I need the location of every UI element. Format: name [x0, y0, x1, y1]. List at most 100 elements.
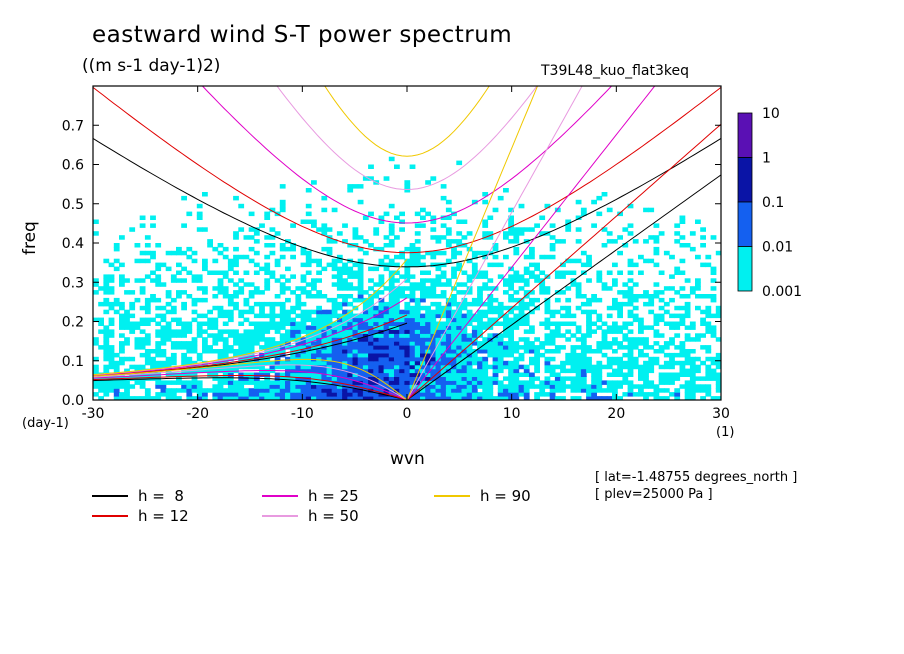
spectrum-cell	[331, 356, 338, 362]
spectrum-cell	[544, 337, 551, 342]
spectrum-cell	[627, 286, 634, 291]
spectrum-cell	[342, 396, 348, 400]
dispersion-curve-h25-ig	[201, 86, 613, 224]
spectrum-cell	[124, 392, 130, 397]
spectrum-cell	[456, 160, 463, 166]
spectrum-cell	[461, 305, 468, 311]
spectrum-cell	[399, 211, 405, 217]
spectrum-cell	[264, 329, 271, 334]
spectrum-cell	[243, 341, 250, 346]
spectrum-cell	[404, 278, 411, 283]
spectrum-cell	[253, 388, 260, 393]
spectrum-cell	[508, 345, 514, 350]
spectrum-cell	[300, 309, 307, 315]
spectrum-cell	[487, 396, 494, 400]
spectrum-cell	[331, 345, 338, 350]
spectrum-cell	[362, 364, 369, 370]
spectrum-cell	[202, 321, 208, 326]
spectrum-cell	[155, 305, 162, 311]
spectrum-cell	[420, 372, 426, 377]
spectrum-cell	[471, 341, 478, 346]
spectrum-cell	[508, 396, 514, 400]
spectrum-cell	[503, 321, 509, 326]
spectrum-cell	[456, 349, 463, 354]
spectrum-cell	[414, 301, 421, 307]
spectrum-cell	[269, 341, 276, 346]
spectrum-cell	[461, 297, 468, 303]
spectrum-cell	[119, 384, 125, 389]
spectrum-cell	[373, 364, 380, 370]
spectrum-cell	[508, 384, 514, 389]
spectrum-cell	[430, 325, 437, 330]
spectrum-cell	[383, 254, 390, 260]
spectrum-cell	[279, 321, 286, 326]
spectrum-cell	[259, 290, 265, 295]
spectrum-cell	[601, 286, 608, 291]
spectrum-cell	[253, 321, 260, 326]
spectrum-cell	[279, 392, 286, 397]
spectrum-cell	[368, 349, 374, 354]
spectrum-cell	[471, 368, 478, 374]
spectrum-cell	[560, 380, 566, 385]
spectrum-cell	[342, 329, 348, 334]
spectrum-cell	[404, 266, 411, 272]
spectrum-cell	[638, 341, 644, 346]
spectrum-cell	[596, 325, 603, 330]
spectrum-cell	[632, 294, 639, 299]
spectrum-cell	[445, 305, 452, 311]
spectrum-cell	[487, 301, 494, 307]
spectrum-cell	[316, 317, 322, 323]
spectrum-cell	[503, 313, 509, 319]
spectrum-cell	[482, 380, 489, 385]
spectrum-cell	[658, 231, 665, 236]
spectrum-cell	[445, 388, 452, 393]
spectrum-cell	[383, 384, 390, 389]
spectrum-cell	[352, 388, 359, 393]
spectrum-cell	[430, 388, 437, 393]
spectrum-cell	[580, 294, 587, 299]
spectrum-cell	[523, 317, 530, 323]
spectrum-cell	[445, 243, 452, 248]
spectrum-cell	[305, 329, 312, 334]
spectrum-cell	[108, 356, 115, 362]
spectrum-cell	[544, 360, 551, 366]
spectrum-cell	[534, 392, 540, 397]
spectrum-cell	[336, 356, 343, 362]
spectrum-cell	[570, 384, 577, 389]
spectrum-cell	[700, 227, 706, 232]
spectrum-cell	[383, 345, 390, 350]
spectrum-cell	[362, 250, 369, 256]
spectrum-cell	[445, 329, 452, 334]
spectrum-cell	[326, 392, 333, 397]
spectrum-cell	[414, 333, 421, 338]
spectrum-cell	[420, 282, 426, 287]
spectrum-cell	[445, 199, 452, 205]
spectrum-cell	[669, 321, 675, 326]
spectrum-cell	[394, 333, 400, 338]
spectrum-cell	[207, 243, 213, 248]
spectrum-cell	[331, 274, 338, 279]
spectrum-cell	[580, 349, 587, 354]
spectrum-cell	[591, 309, 597, 315]
spectrum-cell	[705, 372, 712, 377]
spectrum-cell	[248, 309, 255, 315]
spectrum-cell	[466, 364, 473, 370]
spectrum-cell	[627, 360, 634, 366]
spectrum-cell	[425, 305, 431, 311]
spectrum-cell	[186, 270, 193, 275]
spectrum-cell	[513, 246, 520, 252]
spectrum-cell	[695, 376, 701, 381]
spectrum-cell	[259, 223, 265, 228]
spectrum-cell	[606, 341, 613, 346]
spectrum-cell	[176, 278, 182, 283]
spectrum-cell	[196, 380, 203, 385]
spectrum-cell	[217, 270, 224, 275]
spectrum-cell	[378, 376, 385, 381]
spectrum-cell	[144, 301, 151, 307]
spectrum-cell	[399, 349, 405, 354]
spectrum-cell	[202, 262, 208, 268]
spectrum-cell	[492, 356, 499, 362]
spectrum-cell	[399, 254, 405, 260]
spectrum-cell	[93, 341, 99, 346]
spectrum-cell	[119, 278, 125, 283]
